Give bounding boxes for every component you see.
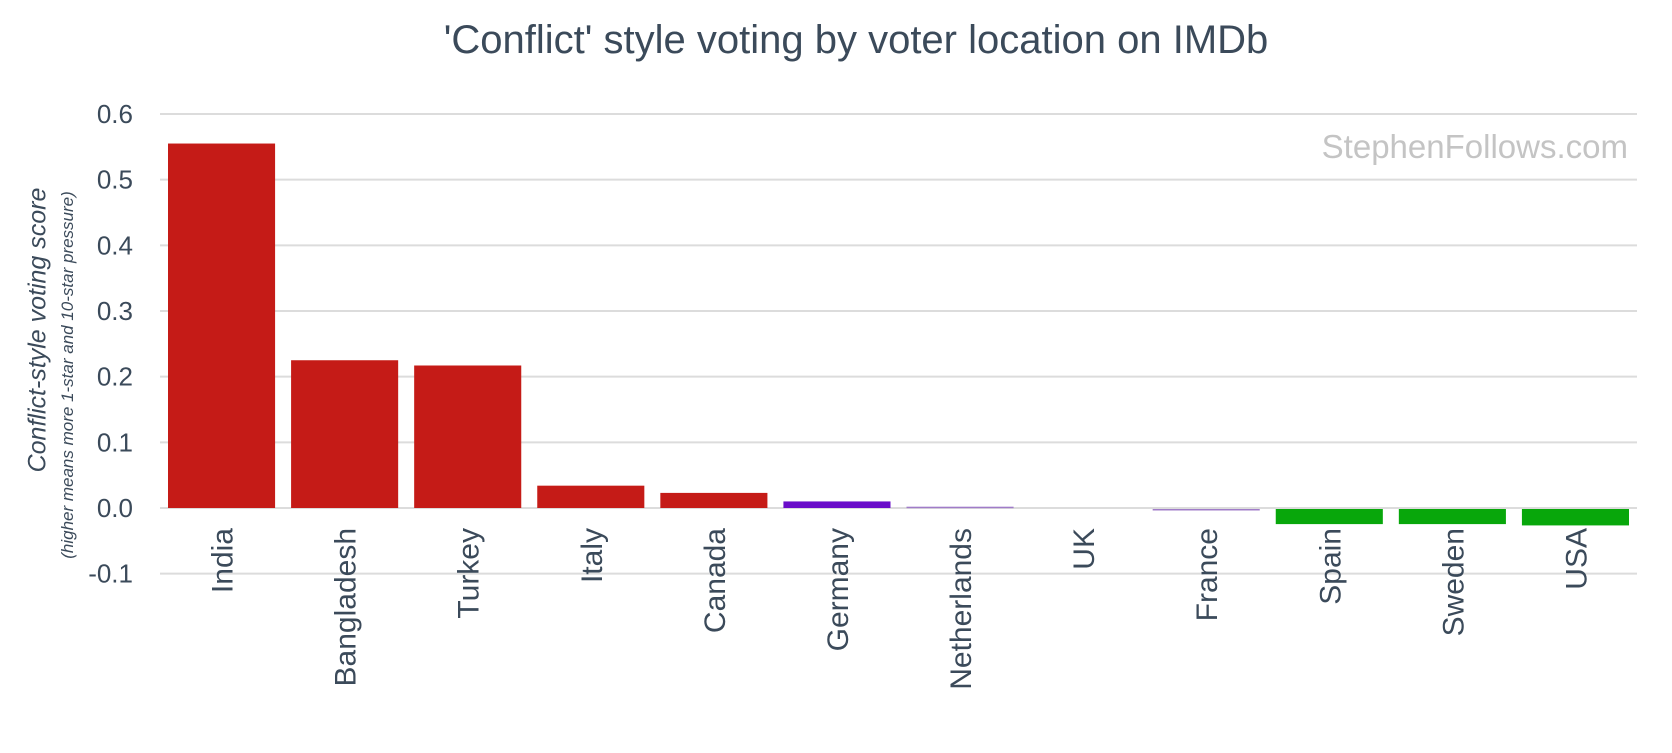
bar-turkey [414,365,522,508]
bar-germany [783,501,891,508]
y-tick-label: 0.0 [97,493,133,523]
x-tick-label: Turkey [453,528,486,619]
bar-usa [1521,509,1629,526]
y-tick-label: -0.1 [88,559,133,589]
y-tick-label: 0.6 [97,99,133,129]
x-tick-label: France [1191,528,1224,621]
x-tick-label: UK [1068,528,1101,570]
x-tick-label: Bangladesh [330,528,363,686]
x-tick-label: Germany [822,528,855,651]
bar-italy [537,485,645,508]
x-tick-label: India [207,528,240,593]
bar-spain [1275,509,1383,525]
y-tick-label: 0.3 [97,296,133,326]
bar-bangladesh [291,360,399,508]
y-tick-label: 0.5 [97,165,133,195]
x-tick-label: Spain [1314,528,1347,605]
y-tick-label: 0.2 [97,362,133,392]
bar-france [1152,509,1260,511]
bar-netherlands [906,506,1014,509]
bar-canada [660,492,768,508]
x-tick-label: USA [1560,528,1593,590]
x-tick-label: Italy [576,528,609,583]
chart-title: 'Conflict' style voting by voter locatio… [443,18,1269,62]
x-tick-label: Sweden [1437,528,1470,636]
y-tick-label: 0.1 [97,427,133,457]
bar-india [168,143,276,508]
y-tick-label: 0.4 [97,230,133,260]
x-tick-label: Canada [699,528,732,633]
bar-sweden [1398,509,1506,525]
watermark: StephenFollows.com [1321,128,1628,165]
x-tick-label: Netherlands [945,528,978,690]
